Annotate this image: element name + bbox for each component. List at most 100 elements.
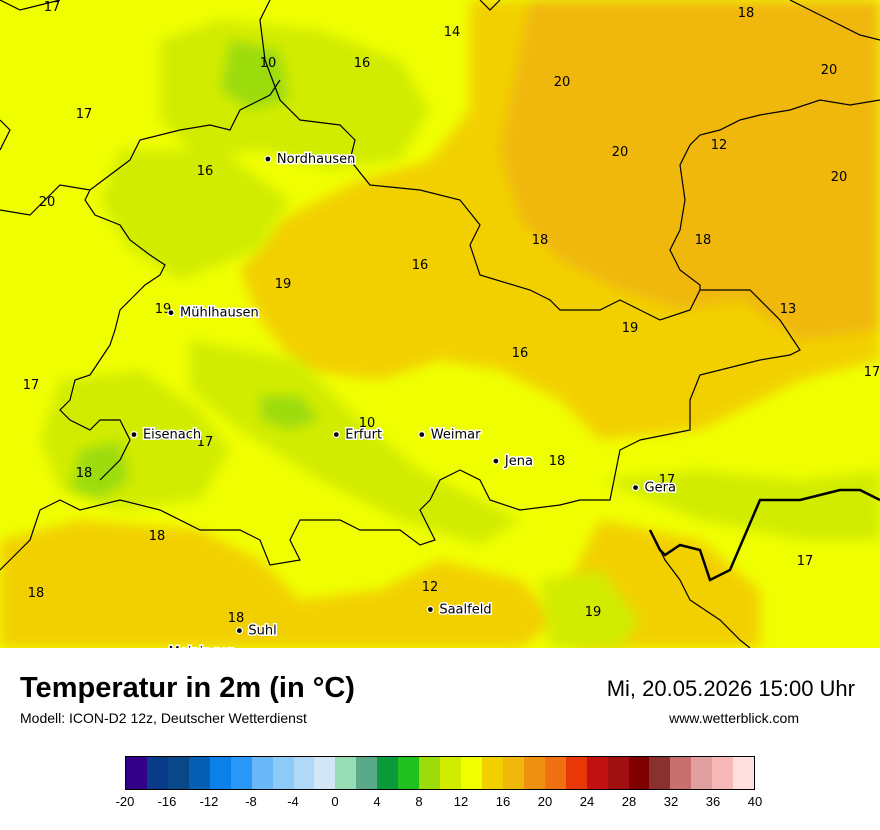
temperature-value-label: 16 (197, 164, 214, 179)
legend-tick-label: 40 (747, 794, 763, 809)
temperature-value-label: 18 (76, 466, 93, 481)
legend-tick-label: -16 (157, 794, 177, 809)
temperature-value-label: 10 (359, 416, 376, 431)
city-label: Mühlhausen (180, 306, 259, 321)
city-marker-mhlhausen: Mühlhausen (167, 304, 260, 322)
temperature-value-label: 19 (155, 302, 172, 317)
legend-tick-label: 16 (495, 794, 511, 809)
legend-swatch (126, 757, 147, 789)
city-label: Suhl (248, 624, 276, 639)
temperature-value-label: 18 (695, 233, 712, 248)
map-canvas: 17 18 14 10 16 20 20 17 20 12 16 20 20 18 18 16 19 19 19 13… (0, 0, 880, 648)
city-marker-gera: Gera (631, 479, 677, 497)
legend-swatch (481, 757, 503, 789)
city-markers: Nordhausen Mühlhausen Eisenach Erfurt Weimar… (130, 151, 677, 648)
legend-tick-label: 4 (373, 794, 381, 809)
legend-swatch (628, 757, 650, 789)
legend-tick-label: -8 (245, 794, 257, 809)
temperature-value-label: 14 (444, 25, 461, 40)
city-marker-erfurt: Erfurt (332, 426, 384, 444)
legend-swatch (314, 757, 336, 789)
cool-zones (40, 20, 880, 648)
legend-swatch (419, 757, 441, 789)
temperature-value-label: 17 (76, 107, 93, 122)
legend-swatch (649, 757, 671, 789)
legend-tick-label: -20 (115, 794, 135, 809)
legend-swatch (167, 757, 189, 789)
legend-swatch (188, 757, 210, 789)
city-dot (631, 484, 640, 492)
legend-swatch (607, 757, 629, 789)
temperature-value-label: 19 (622, 321, 639, 336)
legend-swatch (272, 757, 294, 789)
website-link[interactable]: www.wetterblick.com (669, 710, 799, 726)
legend-swatch (565, 757, 587, 789)
temperature-value-label: 18 (738, 6, 755, 21)
temperature-value-label: 17 (23, 378, 40, 393)
city-dot (332, 431, 340, 439)
legend-swatch (586, 757, 608, 789)
temperature-value-label: 17 (659, 473, 676, 488)
city-marker-meiningen: Meiningen (167, 643, 237, 648)
temperature-map: 17 18 14 10 16 20 20 17 20 12 16 20 20 18 18 16 19 19 19 13… (0, 0, 880, 648)
temperature-value-label: 20 (831, 170, 848, 185)
city-label: Meiningen (169, 645, 236, 648)
temperature-value-label: 16 (412, 258, 429, 273)
city-label: Saalfeld (439, 603, 491, 618)
city-marker-suhl: Suhl (235, 622, 278, 640)
legend-swatch (230, 757, 252, 789)
legend-swatch (335, 757, 357, 789)
forecast-datetime: Mi, 20.05.2026 15:00 Uhr (606, 676, 855, 701)
city-label: Jena (504, 454, 533, 469)
legend-tick-label: 24 (579, 794, 595, 809)
temperature-value-label: 17 (797, 554, 814, 569)
legend-tick-label: 0 (331, 794, 339, 809)
temperature-value-label: 12 (422, 580, 439, 595)
city-label: Gera (645, 481, 676, 496)
temperature-value-label: 18 (228, 611, 245, 626)
warm-zones (0, 0, 880, 648)
city-dot (235, 627, 243, 635)
city-label: Erfurt (345, 428, 382, 443)
legend-tick-label: 20 (537, 794, 553, 809)
city-dot (264, 155, 272, 163)
color-legend-ticks: -20 -16 -12 -8 -4 0 4 8 12 16 20 24 28 32 36 40 (0, 794, 880, 814)
country-border (648, 488, 880, 582)
legend-tick-label: 28 (621, 794, 637, 809)
temperature-value-label: 18 (532, 233, 549, 248)
temperature-value-label: 17 (864, 365, 880, 380)
city-dot (492, 457, 500, 465)
legend-swatch (251, 757, 273, 789)
temperature-value-label: 19 (585, 605, 602, 620)
legend-swatch (377, 757, 399, 789)
legend-swatch (712, 757, 734, 789)
city-dot (130, 431, 138, 439)
legend-tick-label: -12 (199, 794, 219, 809)
legend-tick-label: 36 (705, 794, 721, 809)
state-border-south (649, 529, 751, 648)
legend-swatch (356, 757, 378, 789)
temperature-value-label: 20 (39, 195, 56, 210)
model-subtitle: Modell: ICON-D2 12z, Deutscher Wetterdie… (20, 710, 307, 726)
temperature-value-label: 17 (197, 435, 214, 450)
legend-tick-label: 32 (663, 794, 679, 809)
temperature-value-label: 20 (821, 63, 838, 78)
temperature-value-label: 17 (44, 0, 61, 15)
city-marker-weimar: Weimar (418, 426, 483, 444)
legend-swatch (146, 757, 168, 789)
legend-swatch (523, 757, 545, 789)
temperature-value-label: 18 (549, 454, 566, 469)
temperature-value-label: 18 (149, 529, 166, 544)
temperature-values: 17 18 14 10 16 20 20 17 20 12 16 20 20 18 18 16 19 19 19 13… (23, 0, 880, 626)
temperature-value-label: 18 (28, 586, 45, 601)
temperature-value-label: 16 (354, 56, 371, 71)
temperature-value-label: 20 (612, 145, 629, 160)
legend-tick-label: 12 (453, 794, 469, 809)
color-legend (125, 756, 755, 790)
temperature-value-label: 20 (554, 75, 571, 90)
city-marker-saalfeld: Saalfeld (426, 601, 493, 619)
city-marker-jena: Jena (492, 453, 534, 471)
chart-title: Temperatur in 2m (in °C) (20, 672, 355, 704)
city-marker-nordhausen: Nordhausen (264, 151, 357, 169)
legend-swatch (733, 757, 755, 789)
